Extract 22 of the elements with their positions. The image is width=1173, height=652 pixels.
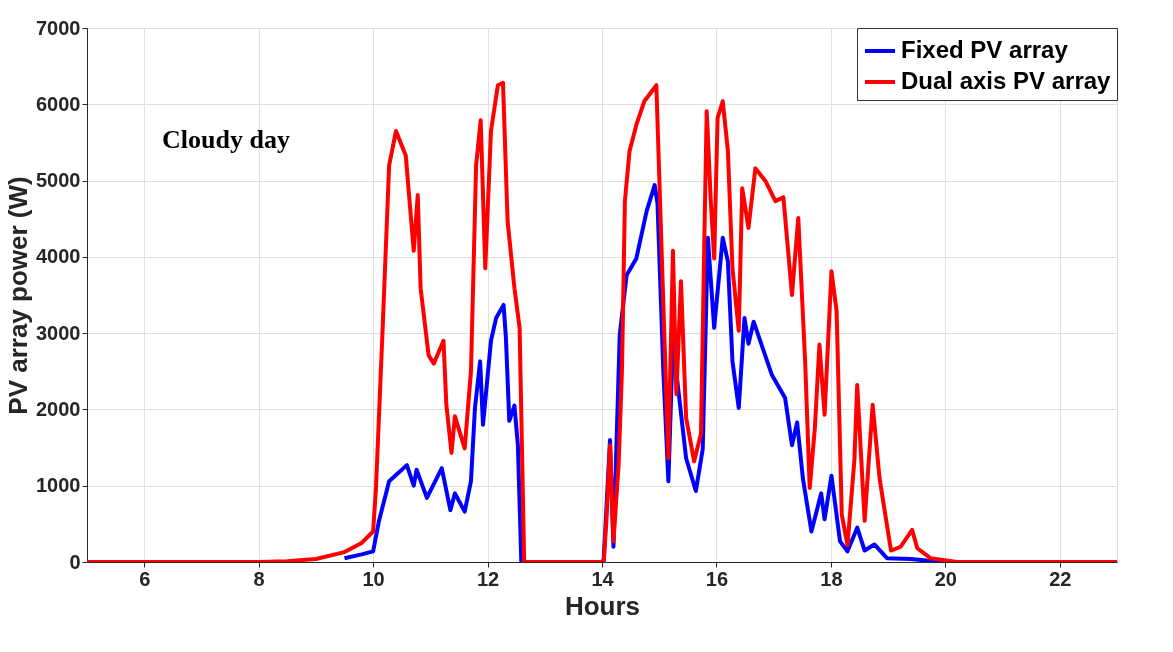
legend-label: Dual axis PV array bbox=[901, 67, 1112, 94]
y-tick-label: 0 bbox=[69, 550, 81, 573]
x-tick-label: 12 bbox=[476, 567, 500, 590]
y-tick-label: 4000 bbox=[36, 245, 81, 268]
y-tick-label: 7000 bbox=[36, 16, 81, 39]
x-tick-label: 8 bbox=[253, 567, 265, 590]
y-tick-label: 3000 bbox=[36, 321, 81, 344]
annotation: Cloudy day bbox=[162, 125, 290, 154]
y-tick-label: 5000 bbox=[36, 169, 81, 192]
y-axis-title: PV array power (W) bbox=[3, 176, 34, 415]
x-tick-label: 18 bbox=[820, 567, 843, 590]
x-tick-label: 6 bbox=[139, 567, 151, 590]
x-tick-label: 20 bbox=[934, 567, 957, 590]
x-axis-title: Hours bbox=[564, 590, 641, 621]
x-tick-label: 22 bbox=[1049, 567, 1072, 590]
x-tick-label: 10 bbox=[362, 567, 385, 590]
y-tick-label: 1000 bbox=[36, 474, 81, 497]
y-tick-label: 2000 bbox=[36, 397, 81, 420]
legend-label: Fixed PV array bbox=[901, 36, 1069, 63]
y-tick-label: 6000 bbox=[36, 92, 81, 115]
x-tick-label: 16 bbox=[705, 567, 729, 590]
x-tick-label: 14 bbox=[591, 567, 615, 590]
